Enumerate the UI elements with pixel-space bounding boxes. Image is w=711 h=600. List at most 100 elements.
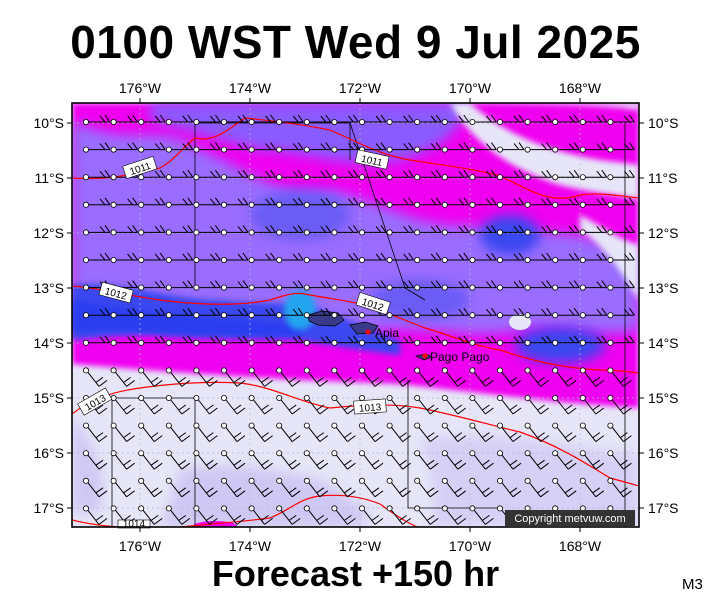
wind-barb [607, 225, 635, 236]
wind-barb [303, 422, 329, 442]
wind-barb [248, 142, 277, 153]
wind-barb [579, 307, 608, 319]
wind-barb [524, 142, 553, 153]
wind-barb [496, 335, 525, 346]
wind-barb [165, 394, 191, 415]
longitude-labels-top: 176°W 174°W 172°W 170°W 168°W [119, 80, 602, 96]
wind-barb [276, 477, 301, 498]
wind-barb [386, 225, 415, 236]
wind-barb [83, 335, 111, 346]
wind-barb [358, 450, 384, 470]
wind-barb [414, 394, 439, 415]
svg-text:172°W: 172°W [339, 80, 382, 96]
copyright-box: Copyright metvuw.com [505, 510, 635, 526]
wind-barb [303, 252, 332, 263]
wind-barb [220, 197, 249, 208]
wind-barb [358, 505, 384, 525]
wind-barb [414, 280, 442, 291]
wind-barb [331, 307, 359, 319]
wind-barb [524, 477, 549, 498]
wind-barb [193, 477, 218, 498]
wind-barb [496, 280, 525, 291]
wind-barb [524, 114, 553, 126]
wind-barb [138, 169, 166, 181]
wind-barb [579, 252, 608, 263]
wind-barb [496, 477, 522, 498]
wind-barb [248, 114, 277, 126]
wind-barb [469, 477, 494, 498]
frame-ticks [67, 98, 644, 532]
wind-barb [524, 367, 549, 387]
wind-barb [496, 450, 522, 470]
wind-barb [552, 197, 580, 208]
wind-barb [441, 367, 467, 387]
wind-barb [607, 197, 635, 208]
wind-barb [110, 252, 139, 263]
wind-barb [552, 307, 580, 319]
wind-barb [358, 280, 387, 291]
wind-barb [220, 367, 246, 387]
wind-barb [607, 450, 632, 470]
wind-barb [138, 197, 166, 208]
violet-patch-southwest [72, 415, 103, 515]
wind-barb [414, 422, 439, 442]
svg-text:168°W: 168°W [559, 538, 602, 554]
wind-barb [303, 394, 329, 415]
wind-barb [496, 225, 525, 236]
wind-barb [441, 280, 470, 291]
wind-barb [469, 422, 494, 442]
wind-barb [248, 505, 273, 525]
isobar-label-1013-center: 1013 [353, 398, 387, 415]
wind-barb [607, 169, 635, 181]
wind-barb [469, 197, 497, 208]
wind-light-spot [509, 314, 531, 330]
svg-text:1014: 1014 [123, 519, 146, 530]
wind-barb [386, 169, 415, 181]
wind-barb [248, 422, 273, 442]
wind-barb [331, 142, 359, 153]
wind-barb [331, 252, 359, 263]
wind-barb [579, 394, 605, 415]
wind-barb [193, 422, 218, 442]
wind-barb [220, 450, 246, 470]
wind-barb [358, 422, 384, 442]
wind-barb [386, 450, 411, 470]
wind-barb [193, 169, 221, 181]
wind-barb [441, 450, 467, 470]
wind-barb [193, 142, 221, 153]
upolu-island [349, 321, 379, 335]
wind-barb [83, 477, 108, 498]
wind-barb [607, 142, 635, 153]
wind-barb [441, 225, 470, 236]
wind-barb [441, 477, 467, 498]
wind-barb [496, 142, 525, 153]
wind-barb [441, 252, 470, 263]
wind-barb [331, 335, 359, 346]
wind-barb [83, 197, 111, 208]
wind-barb [386, 252, 415, 263]
wind-barb [220, 280, 249, 291]
wind-barb [193, 307, 221, 319]
wind-barb [496, 197, 525, 208]
map-frame [71, 102, 640, 528]
wind-barb [607, 422, 632, 442]
wind-barb [193, 197, 221, 208]
wind-barb [165, 307, 194, 319]
wind-barb [220, 477, 246, 498]
svg-text:176°W: 176°W [119, 80, 162, 96]
wind-barb [579, 367, 605, 387]
isobar-1011 [72, 117, 639, 199]
svg-text:12°S: 12°S [33, 225, 64, 241]
wind-barb [248, 197, 277, 208]
places: Apia Pago Pago [365, 326, 490, 364]
wind-barb [248, 367, 273, 387]
apia-marker [365, 329, 371, 335]
wind-barb [303, 505, 329, 525]
wind-barb [579, 422, 605, 442]
wind-barb [331, 169, 359, 181]
wind-barb [220, 505, 246, 525]
wind-barb [441, 422, 467, 442]
wind-blue-patch-2 [250, 190, 350, 240]
wind-barb [524, 280, 553, 291]
